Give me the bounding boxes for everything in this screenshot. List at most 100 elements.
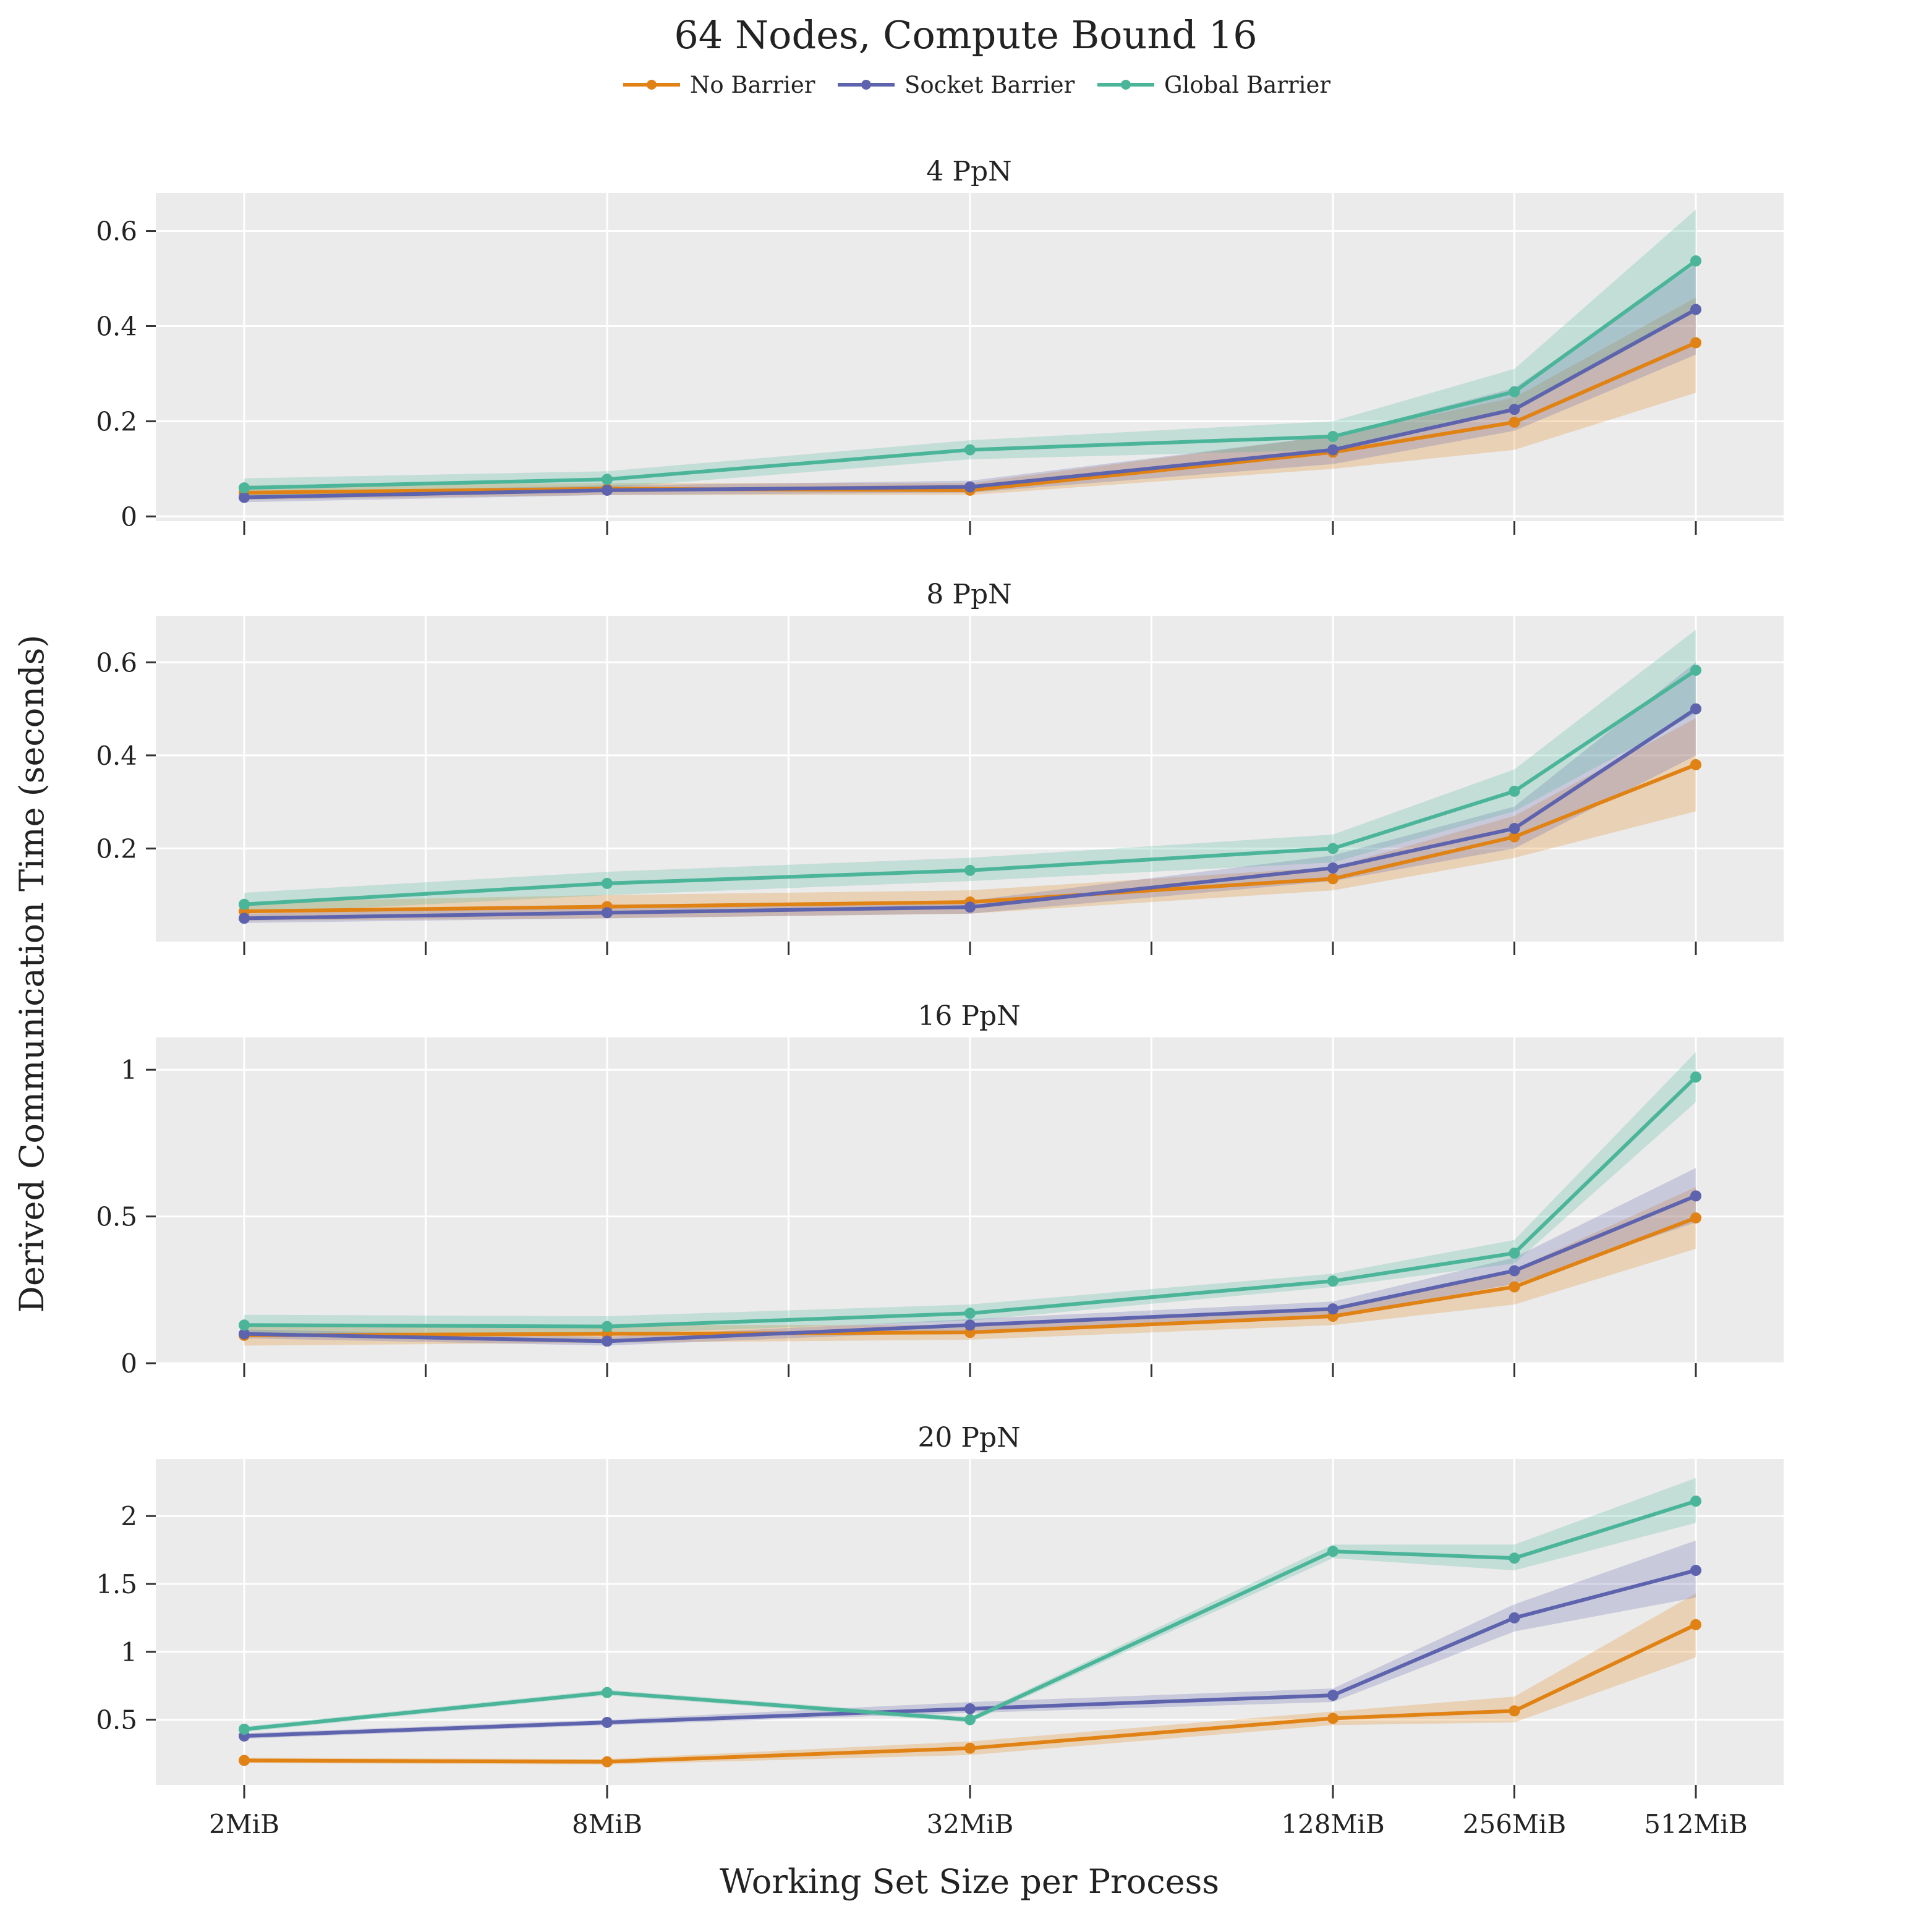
confidence-band-socket-barrier — [244, 662, 1696, 923]
legend-label-global-barrier: Global Barrier — [1164, 72, 1330, 98]
data-point-global-barrier-8mib — [602, 1321, 613, 1332]
panel-16-ppn: 0 0.5 1 16 PpN — [96, 1000, 1784, 1379]
data-point-global-barrier-128mib — [1327, 843, 1338, 854]
panel-20-ppn: 0.5 1 1.5 2 2MiB 8MiB 32MiB 128MiB 256MiB 512MiB 2… — [96, 1422, 1784, 1839]
series-line-socket-barrier — [244, 707, 1697, 921]
panel-title: 4 PpN — [926, 156, 1011, 187]
panels: 0 0.2 0.4 0.6 4 PpN 0.2 0.4 0.6 8 PpN 0 0.5 1 16 PpN… — [96, 156, 1784, 1839]
series-global-barrier — [239, 255, 1701, 494]
data-point-global-barrier-32mib — [964, 1714, 976, 1726]
series-line-no-barrier — [244, 1623, 1697, 1764]
data-point-global-barrier-32mib — [964, 1308, 976, 1319]
panel-8-ppn: 0.2 0.4 0.6 8 PpN — [96, 579, 1784, 955]
data-point-no-barrier-256mib — [1509, 1281, 1520, 1293]
data-point-socket-barrier-2mib — [239, 492, 250, 503]
data-point-socket-barrier-512mib — [1690, 1565, 1701, 1577]
data-point-socket-barrier-8mib — [602, 907, 613, 919]
series-socket-barrier — [239, 1190, 1701, 1347]
x-axis-label: Working Set Size per Process — [720, 1862, 1219, 1901]
y-tick-label: 0.4 — [96, 741, 137, 771]
series-line-global-barrier — [244, 1075, 1698, 1329]
data-point-no-barrier-512mib — [1690, 759, 1701, 770]
data-point-socket-barrier-128mib — [1327, 444, 1338, 456]
y-tick-label: 0.2 — [96, 833, 137, 864]
data-point-socket-barrier-256mib — [1509, 823, 1520, 835]
data-point-socket-barrier-256mib — [1509, 404, 1520, 415]
series-socket-barrier — [239, 304, 1701, 503]
data-point-socket-barrier-128mib — [1327, 862, 1338, 874]
panel-title: 20 PpN — [917, 1422, 1020, 1453]
data-point-socket-barrier-32mib — [964, 1319, 976, 1331]
y-tick-label: 2 — [121, 1501, 137, 1531]
data-point-socket-barrier-2mib — [239, 913, 250, 924]
data-point-global-barrier-8mib — [602, 877, 613, 889]
y-tick-label: 0.6 — [96, 216, 137, 247]
series-socket-barrier — [239, 703, 1701, 924]
legend-label-socket-barrier: Socket Barrier — [904, 72, 1075, 98]
y-tick-label: 0.5 — [96, 1202, 137, 1232]
confidence-band-no-barrier — [244, 1187, 1696, 1346]
legend-marker-no-barrier — [647, 80, 657, 90]
data-point-global-barrier-2mib — [239, 1319, 250, 1331]
y-tick-label: 0.4 — [96, 311, 137, 341]
data-point-global-barrier-512mib — [1690, 1496, 1701, 1507]
series-line-socket-barrier — [244, 1194, 1697, 1343]
data-point-socket-barrier-128mib — [1327, 1303, 1338, 1315]
data-point-socket-barrier-32mib — [964, 901, 976, 913]
data-point-global-barrier-256mib — [1509, 1247, 1520, 1259]
panel-4-ppn: 0 0.2 0.4 0.6 4 PpN — [96, 156, 1784, 535]
legend-marker-socket-barrier — [861, 80, 871, 90]
data-point-no-barrier-128mib — [1327, 873, 1338, 885]
data-point-socket-barrier-8mib — [602, 1335, 613, 1347]
series-line-global-barrier — [244, 259, 1697, 490]
panel-title: 8 PpN — [926, 579, 1011, 610]
data-point-no-barrier-2mib — [239, 1755, 250, 1766]
x-tick-label-512mib: 512MiB — [1644, 1809, 1747, 1839]
y-tick-label: 0.2 — [96, 406, 137, 436]
figure-title: 64 Nodes, Compute Bound 16 — [674, 12, 1257, 57]
data-point-global-barrier-128mib — [1327, 1275, 1338, 1287]
data-point-global-barrier-256mib — [1509, 1552, 1520, 1564]
panel-title: 16 PpN — [917, 1000, 1020, 1032]
data-point-global-barrier-512mib — [1690, 665, 1701, 676]
data-point-global-barrier-128mib — [1327, 431, 1338, 443]
legend-label-no-barrier: No Barrier — [690, 72, 815, 98]
data-point-no-barrier-256mib — [1509, 416, 1520, 428]
data-point-no-barrier-256mib — [1509, 831, 1520, 843]
data-point-socket-barrier-256mib — [1509, 1265, 1520, 1277]
data-point-global-barrier-512mib — [1690, 1071, 1701, 1083]
data-point-global-barrier-2mib — [239, 482, 250, 494]
data-point-no-barrier-256mib — [1509, 1705, 1520, 1717]
confidence-band-global-barrier — [244, 629, 1696, 914]
y-tick-label: 0.6 — [96, 647, 137, 678]
x-tick-label-2mib: 2MiB — [209, 1809, 279, 1839]
data-point-global-barrier-2mib — [239, 1723, 250, 1735]
data-point-socket-barrier-8mib — [602, 1716, 613, 1728]
data-point-socket-barrier-32mib — [964, 1703, 976, 1715]
data-point-global-barrier-32mib — [964, 444, 976, 456]
data-point-socket-barrier-2mib — [239, 1328, 250, 1340]
data-point-no-barrier-8mib — [602, 1756, 613, 1768]
x-tick-label-128mib: 128MiB — [1281, 1809, 1384, 1839]
legend-item-no-barrier: No Barrier — [623, 72, 815, 98]
data-point-socket-barrier-256mib — [1509, 1612, 1520, 1623]
series-line-global-barrier — [244, 1499, 1696, 1731]
data-point-global-barrier-512mib — [1690, 255, 1701, 267]
legend-marker-global-barrier — [1121, 80, 1131, 90]
series-global-barrier — [239, 665, 1701, 910]
data-point-socket-barrier-128mib — [1327, 1690, 1338, 1701]
confidence-band-global-barrier — [244, 209, 1696, 498]
data-point-no-barrier-32mib — [964, 1742, 976, 1754]
y-tick-label: 0.5 — [96, 1705, 137, 1735]
data-point-no-barrier-512mib — [1690, 337, 1701, 349]
data-point-global-barrier-128mib — [1327, 1546, 1338, 1557]
data-point-no-barrier-128mib — [1327, 1713, 1338, 1724]
data-point-socket-barrier-512mib — [1690, 703, 1701, 715]
data-point-socket-barrier-32mib — [964, 481, 976, 493]
confidence-band-socket-barrier — [244, 264, 1696, 503]
series-line-no-barrier — [244, 763, 1697, 914]
series-no-barrier — [239, 1619, 1701, 1768]
y-axis-label: Derived Communication Time (seconds) — [12, 635, 51, 1313]
data-point-socket-barrier-8mib — [602, 484, 613, 496]
data-point-no-barrier-512mib — [1690, 1619, 1701, 1630]
